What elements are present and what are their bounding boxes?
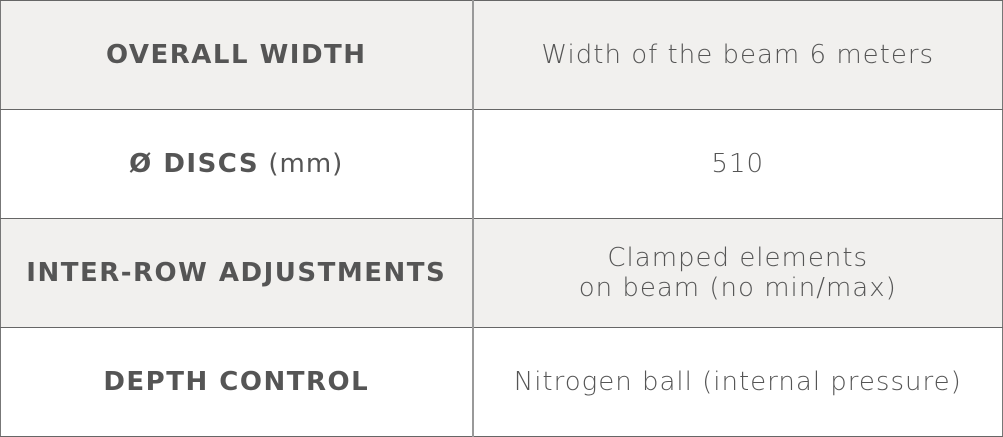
table-row: INTER-ROW ADJUSTMENTS Clamped elements on… — [0, 218, 1003, 328]
spec-label: Ø DISCS (mm) — [0, 109, 474, 219]
spec-value: Nitrogen ball (internal pressure) — [472, 327, 1003, 437]
label-text: OVERALL WIDTH — [105, 40, 367, 70]
spec-value: Clamped elements on beam (no min/max) — [472, 218, 1003, 328]
spec-label: DEPTH CONTROL — [0, 327, 474, 437]
spec-value: 510 — [472, 109, 1003, 219]
label-text: INTER-ROW ADJUSTMENTS — [26, 258, 447, 288]
unit-text: (mm) — [259, 149, 344, 179]
spec-label: INTER-ROW ADJUSTMENTS — [0, 218, 474, 328]
value-line-2: on beam (no min/max) — [578, 273, 897, 303]
value-line-1: Clamped elements — [607, 243, 869, 273]
spec-value: Width of the beam 6 meters — [472, 0, 1003, 110]
label-text: Ø DISCS — [129, 149, 260, 179]
spec-label: OVERALL WIDTH — [0, 0, 474, 110]
table-row: OVERALL WIDTH Width of the beam 6 meters — [0, 0, 1003, 110]
label-text: DEPTH CONTROL — [103, 367, 370, 397]
table-row: DEPTH CONTROL Nitrogen ball (internal pr… — [0, 327, 1003, 437]
table-row: Ø DISCS (mm) 510 — [0, 109, 1003, 219]
